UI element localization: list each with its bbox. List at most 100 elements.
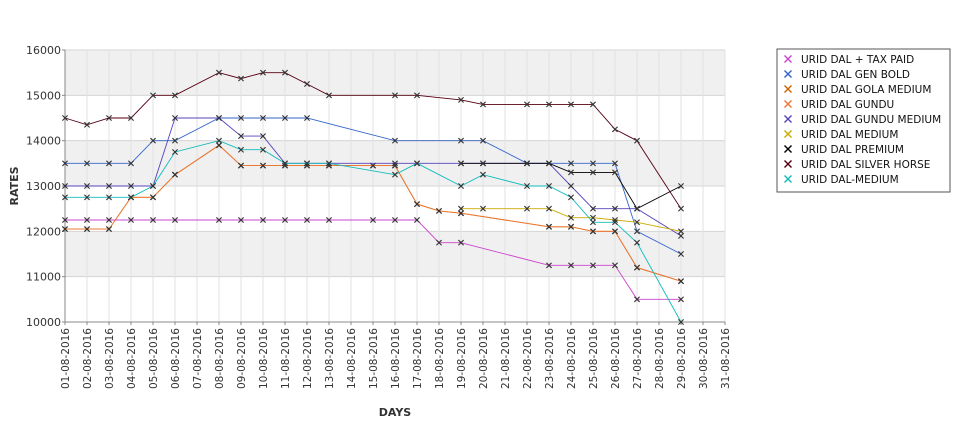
data-point <box>568 214 574 221</box>
data-point <box>128 160 134 167</box>
data-point <box>678 205 684 212</box>
data-point <box>678 251 684 257</box>
x-tick-label: 25-08-2016 <box>588 328 600 389</box>
data-point <box>480 205 486 212</box>
data-point <box>326 217 332 223</box>
legend-label: URID DAL GUNDU <box>801 99 894 111</box>
data-point <box>414 92 420 99</box>
data-point <box>216 217 222 223</box>
data-point <box>150 137 156 144</box>
data-point <box>458 137 464 144</box>
x-tick-label: 17-08-2016 <box>412 328 424 389</box>
data-point <box>590 169 596 176</box>
data-point <box>238 146 244 153</box>
data-point <box>326 160 332 167</box>
x-tick-label: 23-08-2016 <box>544 328 556 389</box>
data-point <box>106 194 112 201</box>
data-point <box>150 92 156 99</box>
data-point <box>216 142 222 149</box>
data-point <box>546 262 552 269</box>
data-point <box>678 296 684 303</box>
data-point <box>678 319 684 325</box>
data-point <box>304 81 310 87</box>
x-tick-label: 18-08-2016 <box>434 328 446 389</box>
data-point <box>414 217 420 223</box>
data-point <box>128 217 134 223</box>
legend-label: URID DAL SILVER HORSE <box>801 159 930 171</box>
x-tick-label: 31-08-2016 <box>720 328 732 389</box>
data-point <box>678 232 684 239</box>
data-point <box>392 160 398 167</box>
data-point <box>612 205 618 212</box>
legend-item: URID DAL MEDIUM <box>784 129 898 141</box>
data-point <box>546 183 552 189</box>
data-point <box>84 194 90 201</box>
data-point <box>172 149 178 155</box>
data-point <box>172 137 178 144</box>
data-point <box>326 92 332 99</box>
y-tick-label: 10000 <box>26 316 61 329</box>
x-tick-label: 29-08-2016 <box>676 328 688 389</box>
data-point <box>480 101 486 108</box>
data-point <box>62 160 68 167</box>
data-point <box>392 137 398 144</box>
data-point <box>392 217 398 223</box>
data-point <box>590 205 596 212</box>
legend-item: URID DAL GEN BOLD <box>784 69 910 81</box>
data-point <box>128 115 134 121</box>
y-axis-label: RATES <box>8 166 21 205</box>
x-tick-label: 10-08-2016 <box>258 328 270 389</box>
data-point <box>480 160 486 167</box>
series-5 <box>458 205 684 235</box>
series-0 <box>62 217 684 303</box>
data-point <box>216 69 222 76</box>
data-point <box>546 101 552 108</box>
legend-label: URID DAL GOLA MEDIUM <box>801 84 931 96</box>
series-8 <box>62 137 684 325</box>
x-tick-label: 03-08-2016 <box>104 328 116 389</box>
x-tick-label: 12-08-2016 <box>302 328 314 389</box>
data-point <box>612 160 618 167</box>
data-point <box>392 162 398 169</box>
data-point <box>568 223 574 230</box>
x-tick-label: 27-08-2016 <box>632 328 644 389</box>
legend-item: URID DAL + TAX PAID <box>784 54 914 66</box>
data-point <box>392 171 398 178</box>
data-point <box>590 219 596 226</box>
data-point <box>590 214 596 221</box>
data-point <box>238 162 244 169</box>
data-point <box>282 217 288 223</box>
x-tick-label: 26-08-2016 <box>610 328 622 389</box>
x-tick-label: 22-08-2016 <box>522 328 534 389</box>
data-point <box>436 239 442 246</box>
data-point <box>304 162 310 169</box>
legend: URID DAL + TAX PAID URID DAL GEN BOLD URID… <box>776 48 951 193</box>
legend-label: URID DAL GUNDU MEDIUM <box>801 114 941 126</box>
data-point <box>524 101 530 108</box>
data-point <box>260 217 266 223</box>
data-point <box>172 92 178 99</box>
data-point <box>282 160 288 167</box>
legend-item: URID DAL PREMIUM <box>784 144 904 156</box>
data-point <box>436 207 442 214</box>
data-point <box>392 92 398 99</box>
data-point <box>524 183 530 189</box>
data-point <box>172 171 178 178</box>
data-point <box>260 146 266 153</box>
data-point <box>612 126 618 133</box>
y-tick-label: 11000 <box>26 271 61 284</box>
data-point <box>568 101 574 108</box>
legend-item: URID DAL-MEDIUM <box>784 174 899 186</box>
data-point <box>260 133 266 140</box>
data-point <box>84 183 90 189</box>
data-point <box>106 115 112 121</box>
grid-lines <box>64 49 726 323</box>
data-point <box>634 228 640 235</box>
x-tick-label: 16-08-2016 <box>390 328 402 389</box>
series-3 <box>62 142 684 285</box>
data-point <box>524 160 530 167</box>
data-point <box>62 226 68 233</box>
data-point <box>634 137 640 144</box>
x-tick-label: 02-08-2016 <box>82 328 94 389</box>
